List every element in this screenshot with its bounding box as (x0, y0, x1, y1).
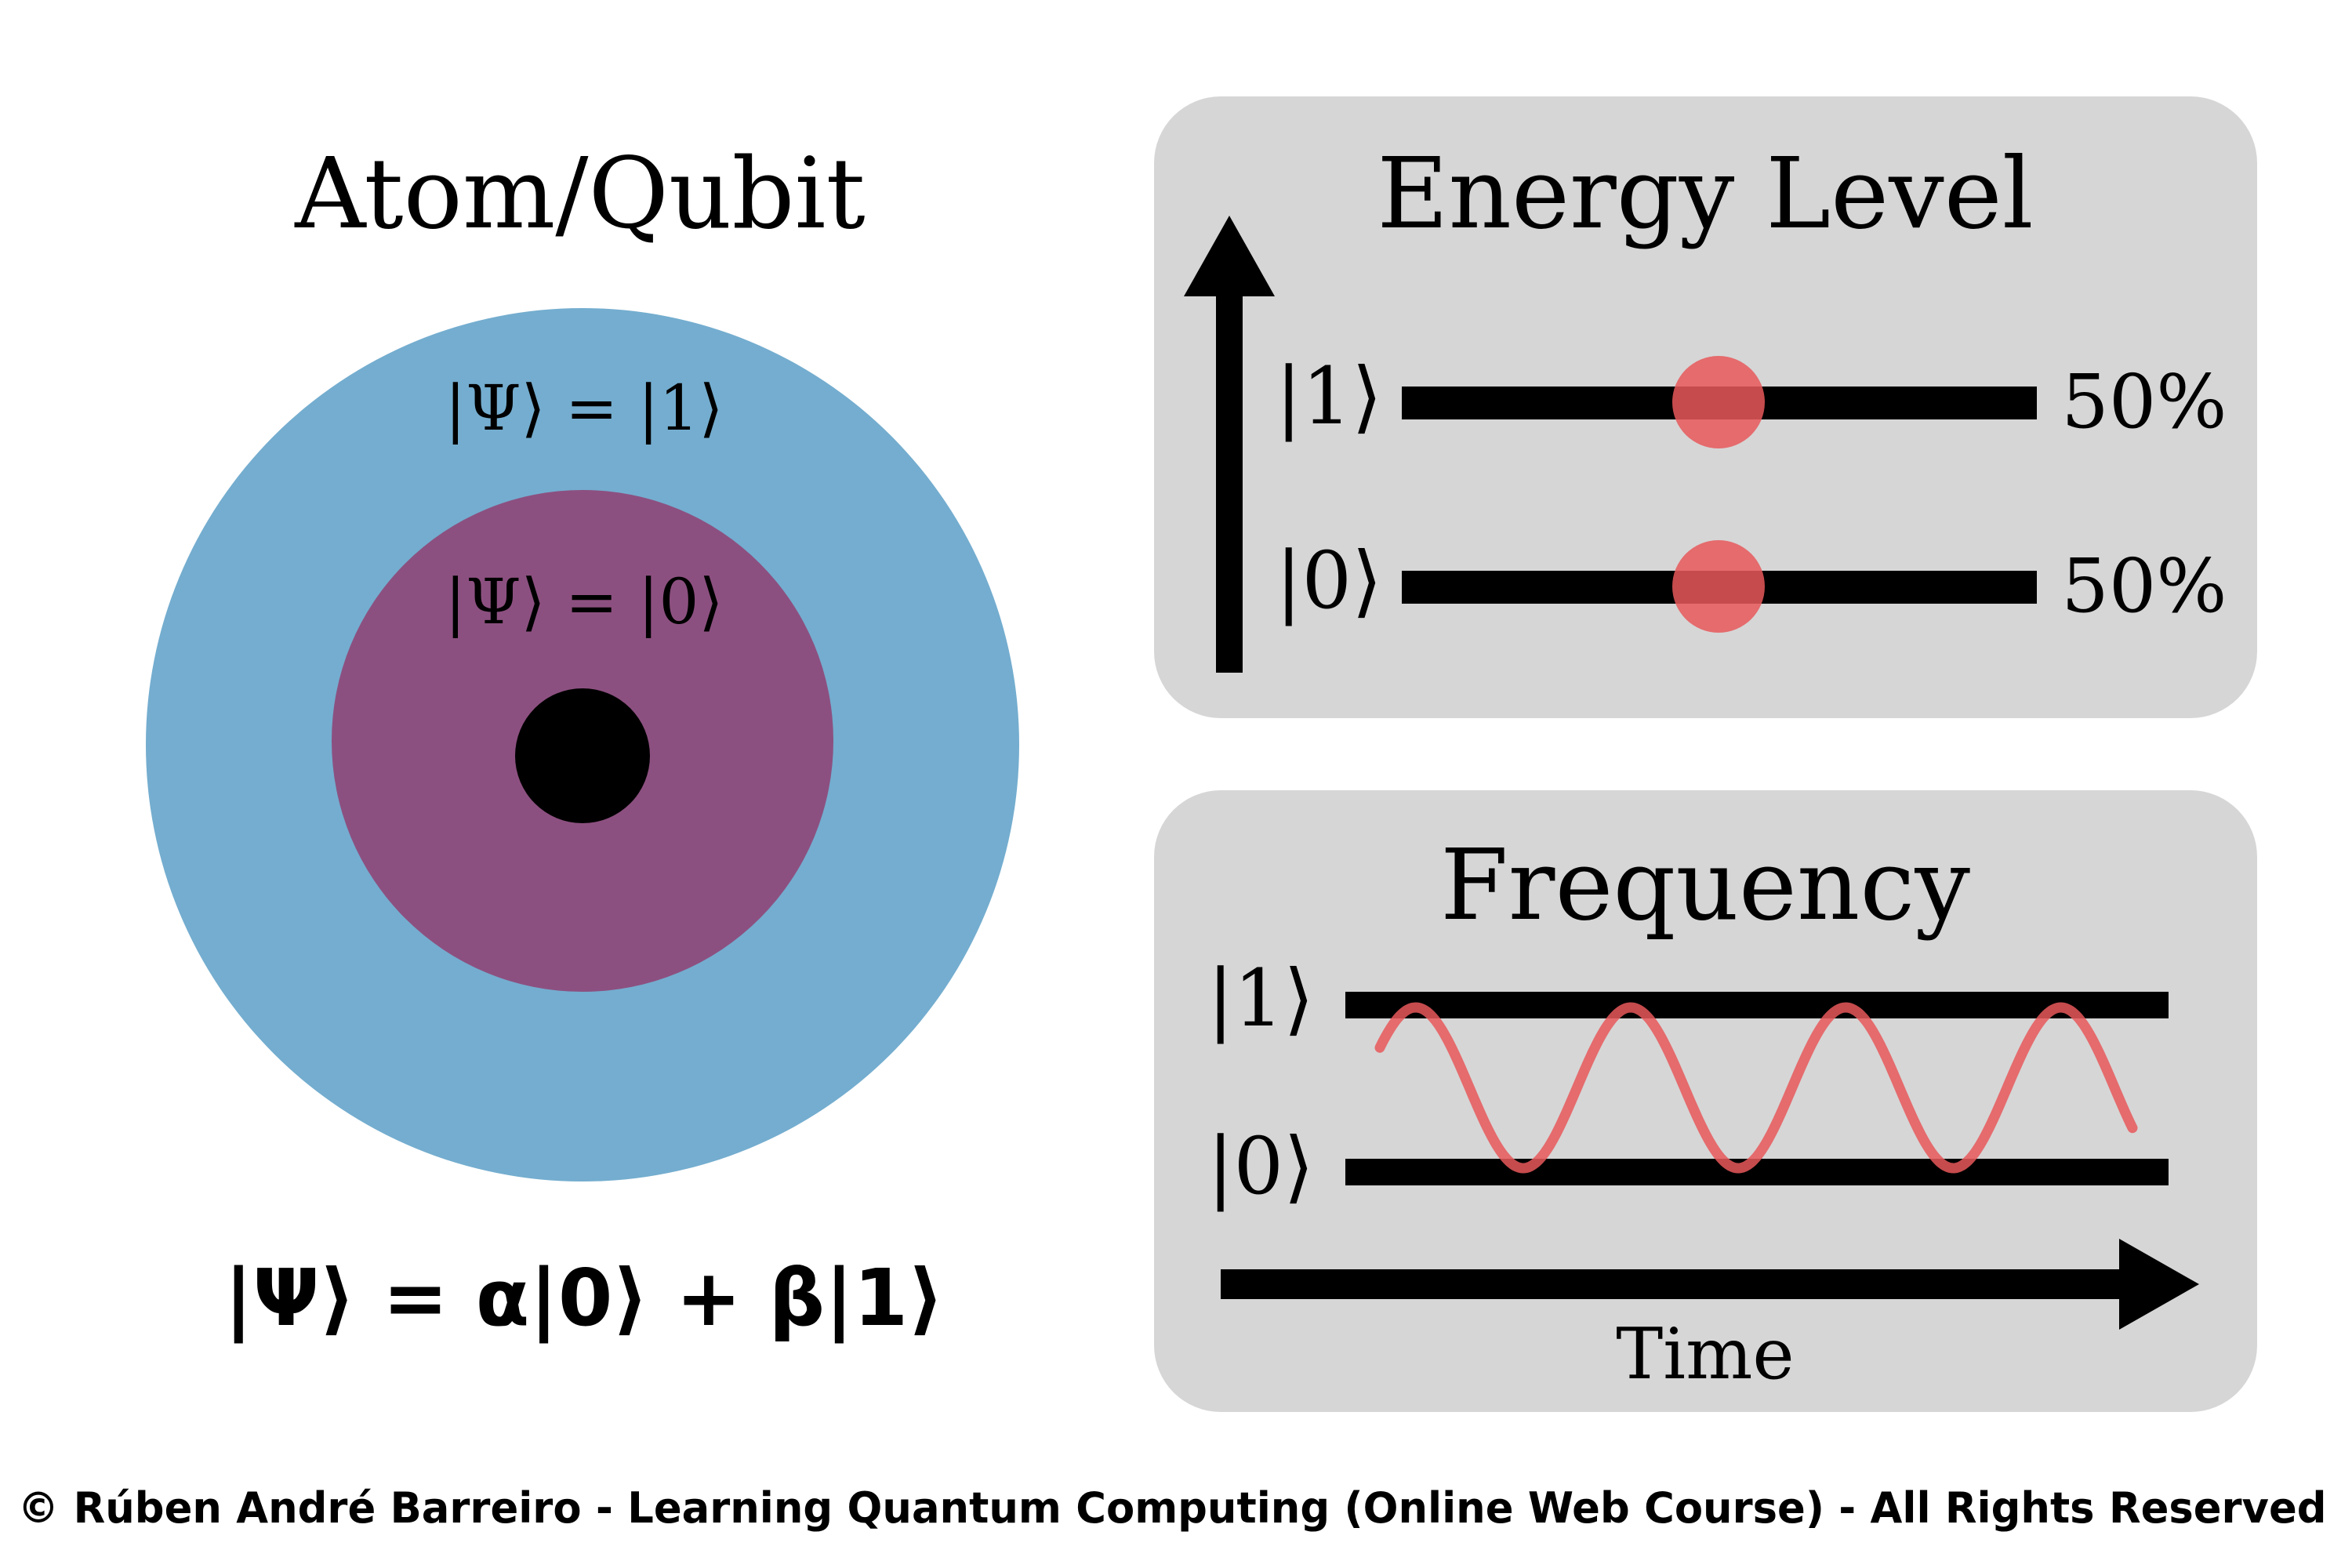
frequency-level-1-line (1345, 992, 2169, 1018)
energy-level-0-label: |0⟩ (1276, 535, 1382, 626)
energy-level-1-percent: 50% (2061, 359, 2227, 445)
energy-level-0-marker (1672, 540, 1765, 633)
energy-panel-title: Energy Level (1377, 137, 2033, 251)
superposition-equation: |Ψ⟩ = α|0⟩ + β|1⟩ (224, 1252, 944, 1344)
energy-axis-arrowhead-icon (1184, 216, 1275, 296)
frequency-level-0-label: |0⟩ (1207, 1120, 1314, 1212)
frequency-panel-background (1154, 790, 2257, 1412)
energy-level-0-percent: 50% (2061, 543, 2227, 630)
inner-orbit-label: |Ψ⟩ = |0⟩ (445, 565, 723, 638)
nucleus (515, 688, 650, 823)
frequency-panel: Frequency |1⟩ |0⟩ Time (1154, 790, 2257, 1412)
time-axis-label: Time (1616, 1313, 1794, 1396)
copyright-footer: © Rúben André Barreiro - Learning Quantu… (18, 1483, 2327, 1533)
frequency-oscillation-wave (1374, 1002, 2138, 1174)
energy-axis-shaft (1216, 290, 1243, 673)
frequency-panel-title: Frequency (1440, 829, 1970, 942)
time-axis-arrowhead-icon (2119, 1239, 2199, 1330)
atom-section: Atom/Qubit |Ψ⟩ = |1⟩ |Ψ⟩ = |0⟩ |Ψ⟩ = α|0… (146, 137, 1019, 1344)
outer-orbit-label: |Ψ⟩ = |1⟩ (445, 372, 723, 445)
atom-title: Atom/Qubit (294, 137, 865, 251)
time-axis-shaft (1221, 1269, 2130, 1299)
energy-level-1-label: |1⟩ (1276, 350, 1382, 442)
frequency-level-1-label: |1⟩ (1207, 953, 1314, 1044)
energy-level-panel: Energy Level |1⟩ |0⟩ 50% 50% (1154, 96, 2257, 718)
energy-level-1-marker (1672, 356, 1765, 448)
